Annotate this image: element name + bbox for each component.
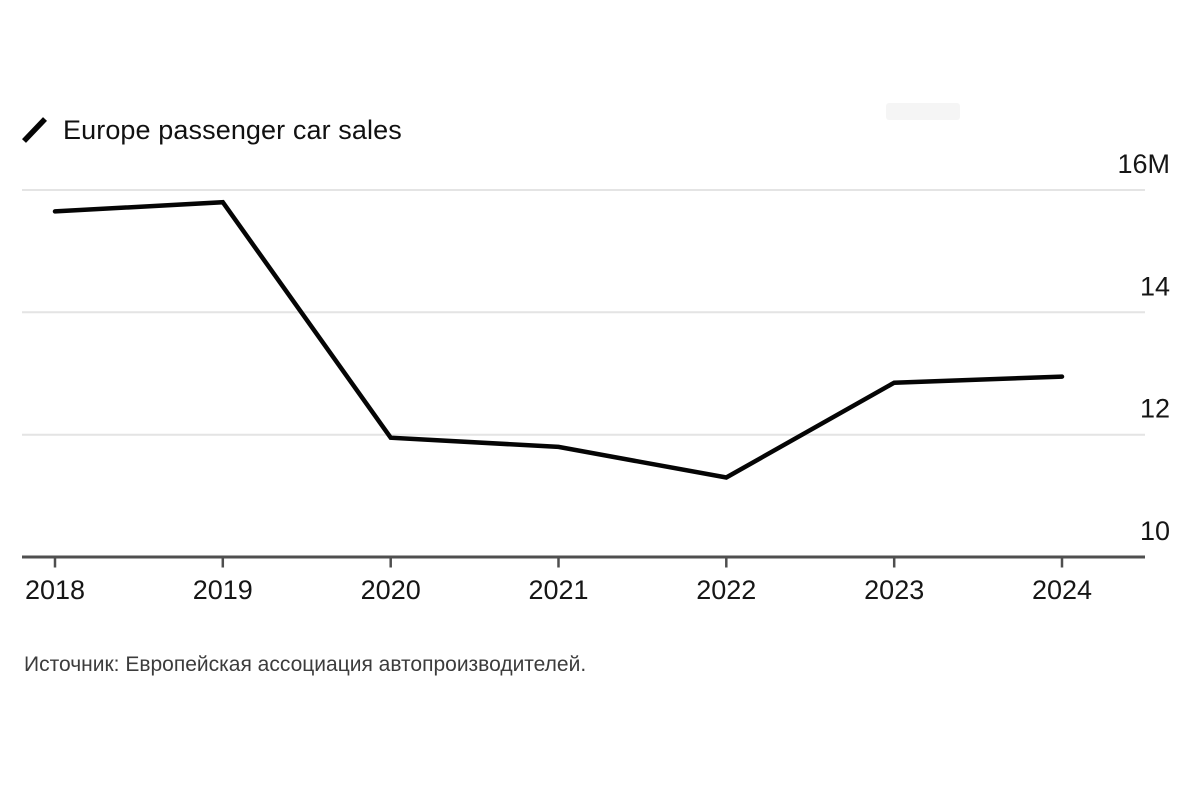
legend-label: Europe passenger car sales — [63, 115, 402, 145]
line-series-icon — [22, 117, 47, 143]
x-axis-label: 2023 — [864, 575, 924, 605]
y-axis-label: 12 — [1140, 394, 1170, 424]
x-axis-label: 2020 — [361, 575, 421, 605]
y-axis-label: 10 — [1140, 516, 1170, 546]
watermark-smudge — [886, 103, 960, 120]
data-line-europe-passenger-car-sales — [52, 199, 1065, 480]
y-axis-label: 14 — [1140, 271, 1170, 301]
x-axis-label: 2024 — [1032, 575, 1092, 605]
line-series-icon-stroke — [22, 117, 47, 143]
x-axis-label: 2018 — [25, 575, 85, 605]
x-axis-label: 2021 — [528, 575, 588, 605]
source-attribution: Источник: Европейская ассоциация автопро… — [24, 653, 587, 676]
x-axis-label: 2019 — [193, 575, 253, 605]
chart-legend: Europe passenger car sales — [20, 114, 402, 146]
x-axis-label: 2022 — [696, 575, 756, 605]
y-axis-label: 16M — [1117, 149, 1170, 179]
